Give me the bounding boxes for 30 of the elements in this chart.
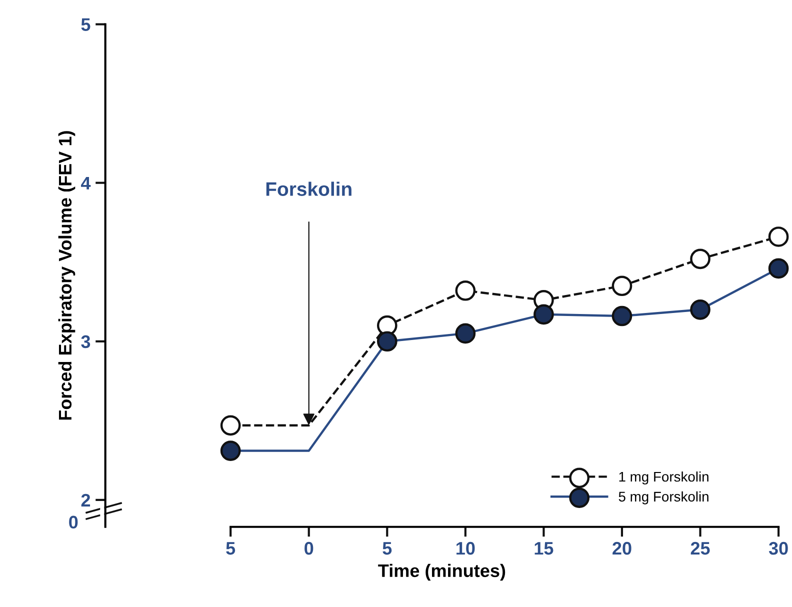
y-tick-label: 5 bbox=[81, 18, 90, 31]
point bbox=[220, 440, 241, 461]
point bbox=[455, 323, 476, 344]
point bbox=[768, 226, 789, 247]
legend-label: 1 mg Forskolin bbox=[619, 471, 708, 484]
x-tick-label: 0 bbox=[304, 542, 314, 555]
point bbox=[612, 306, 632, 326]
annotation: Forskolin bbox=[266, 182, 352, 196]
y-tick-label: 2 bbox=[81, 494, 90, 506]
x-axis-title: Time (minutes) bbox=[378, 564, 506, 581]
point bbox=[376, 331, 398, 352]
point bbox=[455, 280, 476, 301]
x-tick-label: 5 bbox=[382, 542, 392, 555]
y-axis-title: Forced Expiratory Volume (FEV 1) bbox=[58, 131, 76, 420]
text: 0 bbox=[69, 516, 78, 529]
point bbox=[534, 304, 554, 325]
point bbox=[220, 415, 241, 436]
x-tick-label: 25 bbox=[690, 542, 710, 555]
x-tick-label: 20 bbox=[612, 542, 632, 555]
y-tick-label: 3 bbox=[81, 335, 90, 348]
x-tick-label: 5 bbox=[226, 542, 236, 555]
x-tick-label: 30 bbox=[768, 542, 788, 555]
point bbox=[768, 258, 789, 279]
x-tick-label: 15 bbox=[534, 542, 554, 555]
y-tick-label: 4 bbox=[80, 176, 91, 190]
legend-label: 5 mg Forskolin bbox=[618, 491, 708, 504]
point bbox=[612, 276, 632, 296]
x-tick-label: 10 bbox=[456, 542, 475, 555]
point bbox=[690, 248, 710, 270]
point bbox=[690, 300, 710, 320]
